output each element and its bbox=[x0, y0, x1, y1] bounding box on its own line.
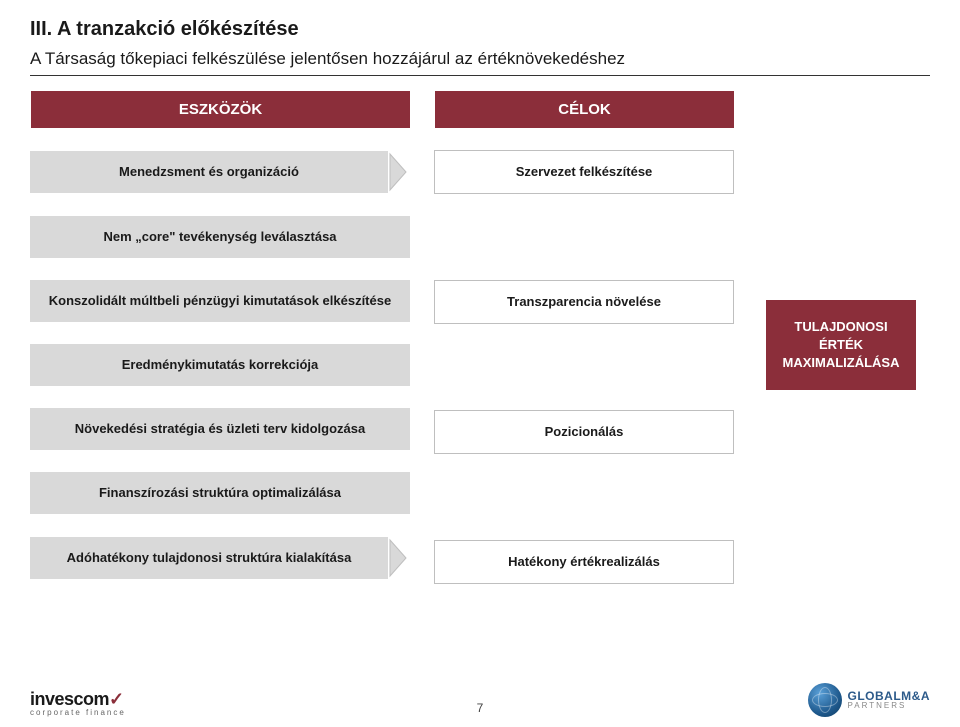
header-goals: CÉLOK bbox=[434, 90, 734, 128]
logo-tagline: PARTNERS bbox=[848, 702, 931, 710]
tool-box: Finanszírozási struktúra optimalizálása bbox=[30, 472, 410, 514]
tool-box: Adóhatékony tulajdonosi struktúra kialak… bbox=[30, 537, 388, 579]
goal-box: Pozicionálás bbox=[434, 410, 734, 454]
chevron-right-icon bbox=[388, 536, 410, 580]
col-owner: TULAJDONOSI ÉRTÉK MAXIMALIZÁLÁSA bbox=[766, 90, 916, 584]
tool-box: Menedzsment és organizáció bbox=[30, 151, 388, 193]
logo-globalma: GLOBALM&A PARTNERS bbox=[808, 683, 931, 717]
page-subtitle: A Társaság tőkepiaci felkészülése jelent… bbox=[0, 47, 960, 71]
chevron-right-icon bbox=[388, 150, 410, 194]
goal-box: Hatékony értékrealizálás bbox=[434, 540, 734, 584]
col-goals: CÉLOK Szervezet felkészítése Transzparen… bbox=[434, 90, 734, 584]
goal-box: Transzparencia növelése bbox=[434, 280, 734, 324]
tool-box: Nem „core" tevékenység leválasztása bbox=[30, 216, 410, 258]
tool-box: Növekedési stratégia és üzleti terv kido… bbox=[30, 408, 410, 450]
owner-value-box: TULAJDONOSI ÉRTÉK MAXIMALIZÁLÁSA bbox=[766, 300, 916, 390]
goal-box: Szervezet felkészítése bbox=[434, 150, 734, 194]
tool-box: Eredménykimutatás korrekciója bbox=[30, 344, 410, 386]
page-title: III. A tranzakció előkészítése bbox=[30, 18, 299, 40]
diagram: ESZKÖZÖK Menedzsment és organizáció Nem … bbox=[0, 90, 960, 584]
tool-box: Konszolidált múltbeli pénzügyi kimutatás… bbox=[30, 280, 410, 322]
header-tools: ESZKÖZÖK bbox=[30, 90, 410, 128]
divider bbox=[30, 75, 930, 76]
globe-icon bbox=[808, 683, 842, 717]
col-tools: ESZKÖZÖK Menedzsment és organizáció Nem … bbox=[30, 90, 410, 584]
